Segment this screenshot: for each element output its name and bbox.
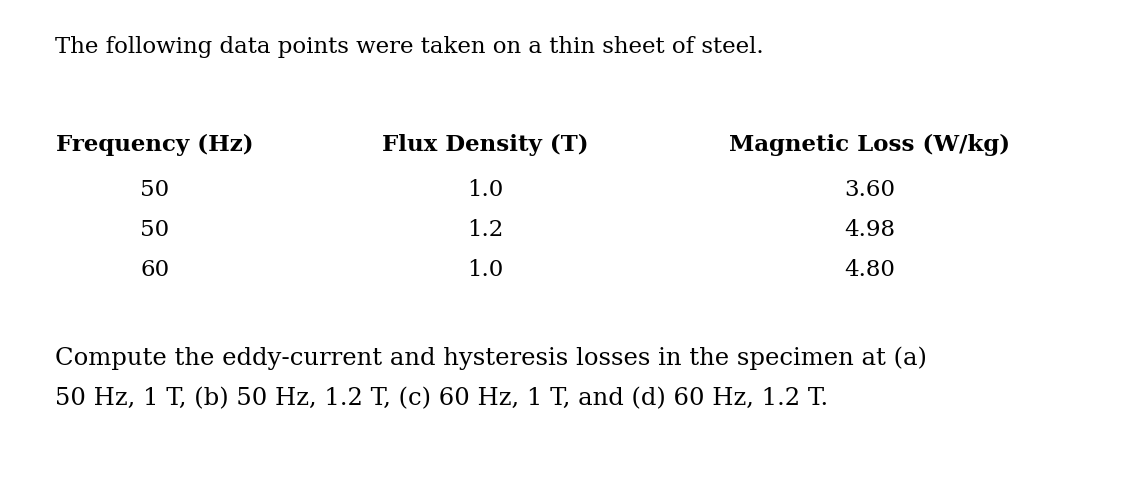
Text: Magnetic Loss (W/kg): Magnetic Loss (W/kg) <box>729 134 1010 156</box>
Text: Flux Density (T): Flux Density (T) <box>382 134 589 156</box>
Text: Frequency (Hz): Frequency (Hz) <box>56 134 254 156</box>
Text: 60: 60 <box>141 259 169 281</box>
Text: 50: 50 <box>141 219 169 241</box>
Text: 1.2: 1.2 <box>466 219 503 241</box>
Text: The following data points were taken on a thin sheet of steel.: The following data points were taken on … <box>55 36 764 58</box>
Text: 4.80: 4.80 <box>845 259 895 281</box>
Text: Compute the eddy-current and hysteresis losses in the specimen at (a): Compute the eddy-current and hysteresis … <box>55 347 927 370</box>
Text: 1.0: 1.0 <box>466 259 503 281</box>
Text: 50 Hz, 1 T, (b) 50 Hz, 1.2 T, (c) 60 Hz, 1 T, and (d) 60 Hz, 1.2 T.: 50 Hz, 1 T, (b) 50 Hz, 1.2 T, (c) 60 Hz,… <box>55 387 829 410</box>
Text: 1.0: 1.0 <box>466 179 503 201</box>
Text: 50: 50 <box>141 179 169 201</box>
Text: 4.98: 4.98 <box>845 219 895 241</box>
Text: 3.60: 3.60 <box>845 179 895 201</box>
